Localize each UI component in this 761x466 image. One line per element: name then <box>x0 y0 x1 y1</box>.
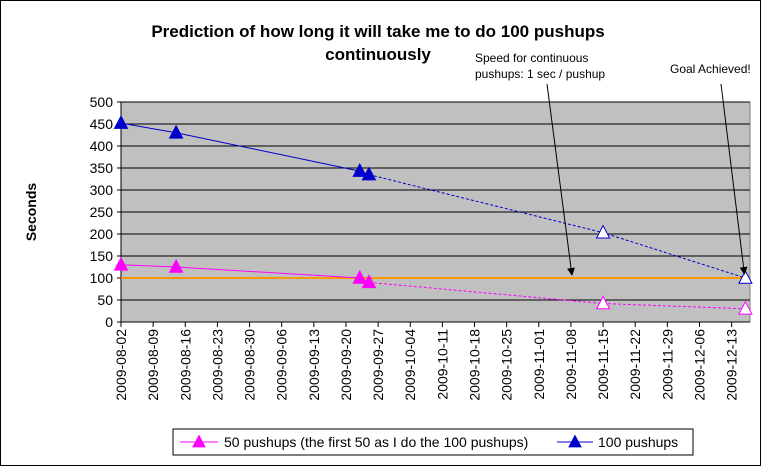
data-point-actual <box>361 166 377 181</box>
x-tick-label: 2009-12-06 <box>691 329 707 401</box>
y-axis: 0 50 100 150 200 250 300 350 400 450 500 <box>90 94 122 330</box>
legend-box <box>172 428 694 456</box>
legend: 50 pushups (the first 50 as I do the 100… <box>180 434 678 450</box>
x-tick-label: 2009-11-29 <box>659 329 675 400</box>
x-tick-label: 2009-09-20 <box>338 329 354 401</box>
y-tick-label: 200 <box>90 226 114 242</box>
data-point-actual <box>113 256 129 271</box>
data-point-predicted <box>738 269 753 284</box>
data-point-actual <box>352 269 368 284</box>
y-tick-label: 450 <box>90 116 114 132</box>
x-tick-label: 2009-08-16 <box>177 329 193 401</box>
legend-marker-100-pushups <box>568 434 582 448</box>
x-tick-label: 2009-10-04 <box>402 329 418 401</box>
y-tick-label: 0 <box>105 314 113 330</box>
legend-label-100-pushups: 100 pushups <box>598 434 678 450</box>
y-tick-label: 300 <box>90 182 114 198</box>
series-2 <box>113 115 753 284</box>
y-tick-label: 250 <box>90 204 114 220</box>
x-tick-label: 2009-10-11 <box>434 329 450 400</box>
data-point-actual <box>352 162 368 177</box>
annotation-speed-arrow <box>546 83 576 276</box>
x-tick-label: 2009-08-23 <box>209 329 225 401</box>
x-tick-label: 2009-11-01 <box>531 329 547 400</box>
x-tick-label: 2009-12-13 <box>724 329 740 401</box>
annotation-speed-text-line-1: Speed for continuous <box>475 51 588 65</box>
x-tick-label: 2009-08-30 <box>242 329 258 401</box>
legend-marker-50-pushups <box>192 434 206 448</box>
y-tick-label: 500 <box>90 94 114 110</box>
data-point-actual <box>168 124 184 139</box>
annotation-goal-arrow <box>720 83 748 275</box>
x-tick-label: 2009-09-27 <box>370 329 386 401</box>
y-tick-label: 400 <box>90 138 114 154</box>
series-group <box>113 115 753 315</box>
x-tick-label: 2009-11-15 <box>595 329 611 400</box>
x-tick-label: 2009-10-18 <box>467 329 483 401</box>
x-tick-label: 2009-11-08 <box>563 329 579 400</box>
y-tick-label: 350 <box>90 160 114 176</box>
data-point-actual <box>361 274 377 289</box>
x-tick-label: 2009-09-13 <box>306 329 322 401</box>
series-1 <box>113 256 753 315</box>
x-tick-label: 2009-10-25 <box>499 329 515 401</box>
x-axis: 2009-08-02 2009-08-09 2009-08-16 2009-08-23… <box>113 321 750 401</box>
legend-label-50-pushups: 50 pushups (the first 50 as I do the 100… <box>224 434 528 450</box>
chart-title-line-1: Prediction of how long it will take me t… <box>151 22 604 41</box>
x-tick-label: 2009-08-09 <box>145 329 161 401</box>
x-tick-label: 2009-09-06 <box>274 329 290 401</box>
x-tick-label: 2009-11-22 <box>627 329 643 400</box>
y-tick-label: 150 <box>90 248 114 264</box>
data-point-predicted <box>738 300 753 315</box>
y-axis-label: Seconds <box>23 183 39 242</box>
y-tick-label: 50 <box>97 292 113 308</box>
y-tick-label: 100 <box>90 270 114 286</box>
data-point-actual <box>113 115 129 129</box>
annotation-speed-text-line-2: pushups: 1 sec / pushup <box>475 67 605 81</box>
data-point-predicted <box>595 295 611 310</box>
chart-title-line-2: continuously <box>325 45 431 64</box>
annotation-goal-text: Goal Achieved! <box>670 62 751 76</box>
data-point-actual <box>168 258 184 273</box>
x-tick-label: 2009-08-02 <box>113 329 129 401</box>
data-point-predicted <box>595 224 611 239</box>
annotations: Speed for continuous pushups: 1 sec / pus… <box>475 51 751 276</box>
